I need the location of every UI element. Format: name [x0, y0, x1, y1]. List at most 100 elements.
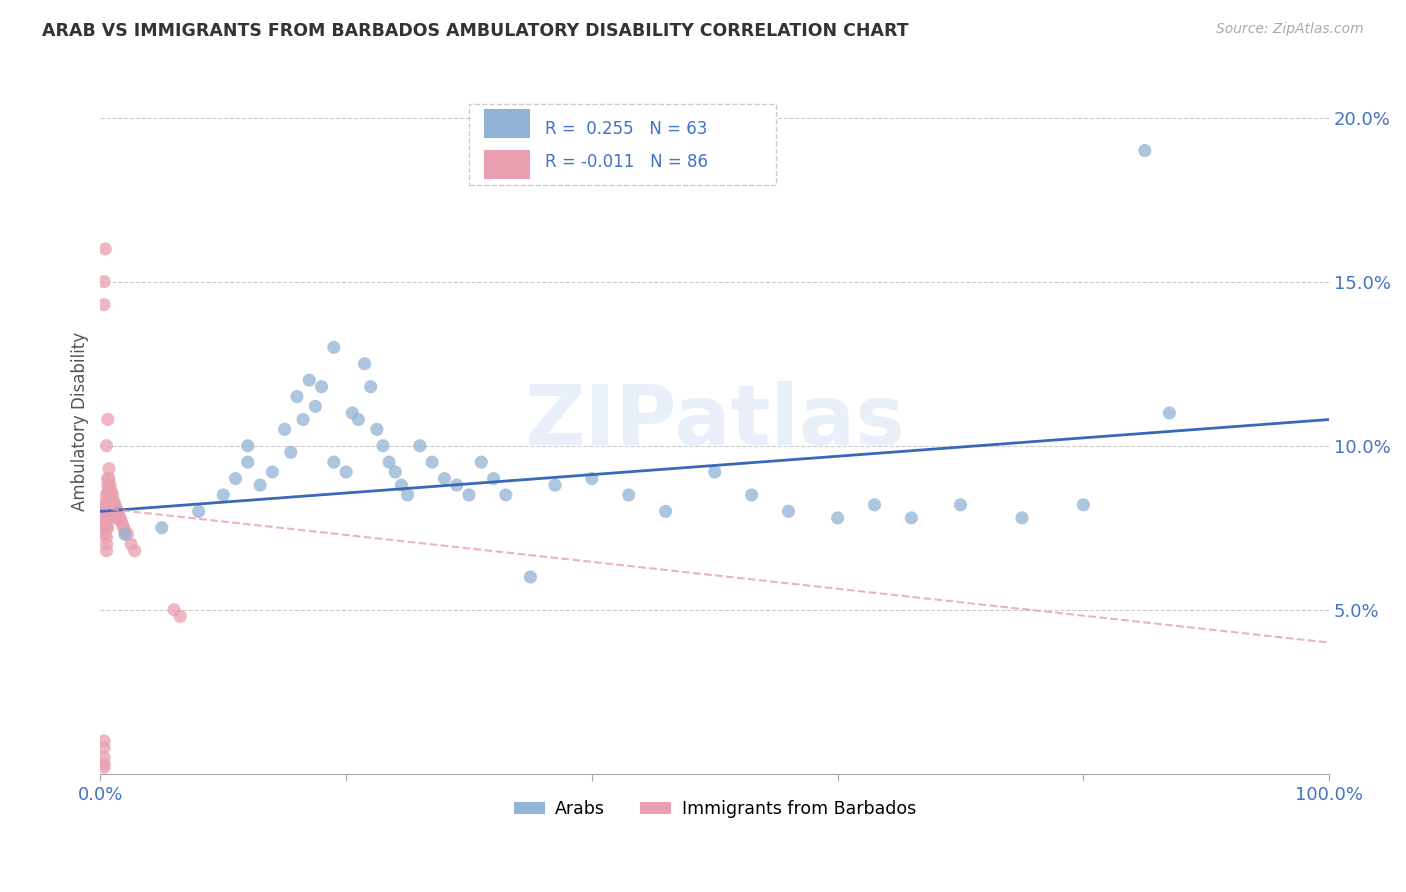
Point — [778, 504, 800, 518]
Point — [285, 390, 308, 404]
Point — [311, 380, 333, 394]
Point — [94, 508, 117, 522]
Point — [741, 488, 763, 502]
Text: Source: ZipAtlas.com: Source: ZipAtlas.com — [1216, 22, 1364, 37]
Point — [103, 494, 125, 508]
Point — [1073, 498, 1095, 512]
Point — [93, 750, 115, 764]
Point — [389, 478, 412, 492]
Point — [617, 488, 640, 502]
Point — [101, 488, 124, 502]
Point — [105, 511, 128, 525]
Point — [433, 471, 456, 485]
Point — [98, 488, 121, 502]
Point — [544, 478, 567, 492]
Point — [304, 400, 326, 414]
Point — [101, 504, 124, 518]
Point — [1011, 511, 1033, 525]
Point — [97, 478, 120, 492]
Point — [322, 455, 344, 469]
Point — [360, 380, 382, 394]
Point — [1133, 144, 1156, 158]
Point — [98, 478, 121, 492]
Point — [482, 471, 505, 485]
Point — [93, 511, 115, 525]
Text: R =  0.255   N = 63: R = 0.255 N = 63 — [546, 120, 707, 138]
Point — [96, 439, 118, 453]
Point — [280, 445, 302, 459]
Point — [519, 570, 541, 584]
Point — [409, 439, 432, 453]
Point — [703, 465, 725, 479]
Point — [100, 494, 122, 508]
Point — [97, 461, 120, 475]
Point — [458, 488, 481, 502]
Point — [114, 527, 136, 541]
Point — [446, 478, 468, 492]
Point — [335, 465, 357, 479]
Point — [900, 511, 922, 525]
Point — [93, 498, 115, 512]
Point — [117, 527, 139, 541]
Point — [97, 494, 120, 508]
Point — [150, 521, 173, 535]
Point — [104, 508, 127, 522]
Legend: Arabs, Immigrants from Barbados: Arabs, Immigrants from Barbados — [506, 793, 922, 825]
Point — [93, 760, 115, 774]
Point — [863, 498, 886, 512]
Point — [236, 455, 259, 469]
Point — [298, 373, 321, 387]
Point — [470, 455, 492, 469]
Point — [347, 412, 370, 426]
Point — [112, 521, 135, 535]
Point — [97, 488, 120, 502]
Point — [292, 412, 315, 426]
Point — [96, 531, 118, 545]
Point — [187, 504, 209, 518]
Point — [384, 465, 406, 479]
Point — [93, 756, 115, 771]
Point — [107, 508, 129, 522]
Point — [120, 537, 142, 551]
Point — [98, 504, 121, 518]
Text: ARAB VS IMMIGRANTS FROM BARBADOS AMBULATORY DISABILITY CORRELATION CHART: ARAB VS IMMIGRANTS FROM BARBADOS AMBULAT… — [42, 22, 908, 40]
FancyBboxPatch shape — [484, 109, 530, 138]
Point — [97, 482, 120, 496]
Point — [96, 488, 118, 502]
Point — [97, 504, 120, 518]
Point — [97, 521, 120, 535]
Point — [169, 609, 191, 624]
Point — [212, 488, 235, 502]
Point — [225, 471, 247, 485]
Point — [371, 439, 394, 453]
Point — [96, 543, 118, 558]
Point — [111, 517, 134, 532]
Point — [93, 275, 115, 289]
Point — [96, 537, 118, 551]
Point — [97, 412, 120, 426]
Point — [98, 498, 121, 512]
Point — [420, 455, 443, 469]
Point — [96, 494, 118, 508]
Point — [104, 498, 127, 512]
Point — [108, 511, 131, 525]
FancyBboxPatch shape — [484, 150, 530, 179]
Point — [97, 484, 120, 499]
Point — [236, 439, 259, 453]
Point — [581, 471, 603, 485]
Point — [262, 465, 284, 479]
Point — [94, 242, 117, 256]
Point — [114, 524, 136, 538]
Point — [366, 422, 388, 436]
Point — [97, 471, 120, 485]
Point — [654, 504, 676, 518]
Point — [1159, 406, 1181, 420]
Point — [94, 517, 117, 532]
FancyBboxPatch shape — [470, 103, 776, 185]
Point — [107, 504, 129, 518]
Point — [100, 484, 122, 499]
Point — [101, 498, 124, 512]
Point — [93, 734, 115, 748]
Point — [396, 488, 419, 502]
Point — [93, 740, 115, 755]
